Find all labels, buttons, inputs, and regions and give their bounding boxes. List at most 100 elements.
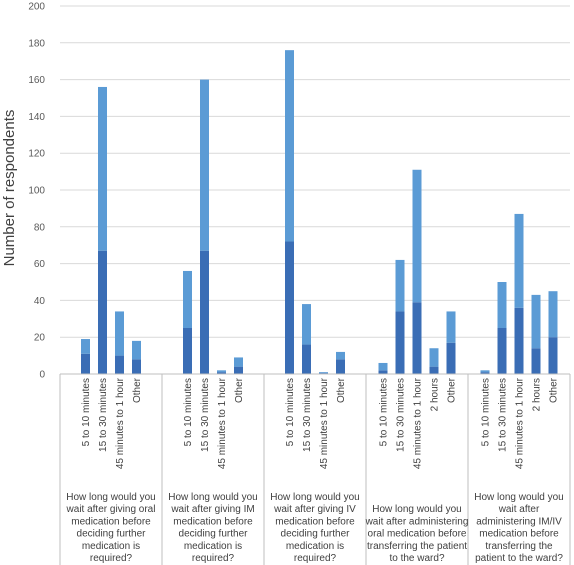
gridlines bbox=[60, 5, 570, 338]
x-tick-label: 45 minutes to 1 hour bbox=[319, 377, 330, 469]
group-label-line: transferring the bbox=[485, 541, 553, 552]
group-label-line: How long would you bbox=[270, 492, 360, 503]
group-label-line: medication before bbox=[71, 516, 151, 527]
x-tick-label: Other bbox=[132, 377, 143, 403]
group-label-line: to the ward? bbox=[389, 553, 444, 564]
x-tick-label: 15 to 30 minutes bbox=[498, 378, 509, 452]
group-label-line: administering IM/IV bbox=[476, 516, 562, 527]
x-tick-label: Other bbox=[336, 377, 347, 403]
group-label-line: medication is bbox=[286, 541, 344, 552]
bar-segment-top bbox=[234, 357, 243, 367]
group-label-line: medication before bbox=[479, 529, 559, 540]
group-label-line: transferring the patient bbox=[367, 541, 467, 552]
y-tick-label: 120 bbox=[28, 149, 45, 160]
bar-segment-top bbox=[319, 372, 328, 374]
bar-segment-bottom bbox=[132, 359, 141, 374]
group-label-line: deciding further bbox=[281, 529, 351, 540]
x-tick-label: 45 minutes to 1 hour bbox=[413, 377, 424, 469]
x-tick-label: 5 to 10 minutes bbox=[81, 378, 92, 446]
group-label-line: How long would you bbox=[474, 492, 564, 503]
x-tick-label: 15 to 30 minutes bbox=[302, 378, 313, 452]
bar-segment-bottom bbox=[395, 311, 405, 374]
group-label-line: oral medication before bbox=[368, 529, 467, 540]
group-label: How long would you wait after giving IV me… bbox=[270, 492, 360, 564]
group-label-line: patient to the ward? bbox=[475, 553, 563, 564]
bar-segment-bottom bbox=[548, 337, 558, 374]
bar-segment-top bbox=[446, 311, 456, 343]
group-label-line: How long would you bbox=[168, 492, 258, 503]
x-tick-label: 5 to 10 minutes bbox=[183, 378, 194, 446]
bar-segment-top bbox=[531, 294, 541, 349]
bar-segment-bottom bbox=[497, 328, 507, 374]
bar-segment-top bbox=[378, 362, 388, 371]
group-label: How long would you wait after giving IM me… bbox=[168, 492, 258, 564]
bar-segment-top bbox=[497, 282, 507, 328]
bar-segment-top bbox=[412, 169, 422, 303]
x-tick-label: 45 minutes to 1 hour bbox=[115, 377, 126, 469]
x-tick-label: 15 to 30 minutes bbox=[98, 378, 109, 452]
x-tick-label: 45 minutes to 1 hour bbox=[217, 377, 228, 469]
bar-segment-bottom bbox=[336, 359, 345, 374]
bar-segment-top bbox=[336, 351, 345, 360]
y-tick-label: 40 bbox=[34, 296, 46, 307]
group-label-line: How long would you bbox=[66, 492, 156, 503]
bar-segment-bottom bbox=[302, 344, 311, 374]
bar-segment-bottom bbox=[429, 366, 439, 374]
y-tick-label: 20 bbox=[34, 333, 46, 344]
bar-segment-top bbox=[200, 79, 209, 251]
group-labels: How long would you wait after giving oral… bbox=[66, 492, 564, 564]
bar-segment-top bbox=[285, 50, 294, 242]
x-tick-label: 2 hours bbox=[430, 378, 441, 411]
bar-segment-top bbox=[514, 213, 524, 308]
x-axis bbox=[59, 373, 571, 565]
bar-segment-top bbox=[548, 291, 558, 338]
group-label-line: required? bbox=[192, 553, 235, 564]
group-label-line: wait after giving IM bbox=[170, 504, 254, 515]
bar-segment-bottom bbox=[378, 370, 388, 374]
group-label-line: wait after giving oral bbox=[66, 504, 156, 515]
bar-segment-bottom bbox=[531, 348, 541, 374]
x-tick-label: Other bbox=[549, 377, 560, 403]
bar-segment-top bbox=[395, 259, 405, 312]
bar-segment-bottom bbox=[217, 372, 226, 374]
y-tick-label: 100 bbox=[28, 186, 45, 197]
bar-segment-top bbox=[115, 311, 124, 356]
x-tick-label: 45 minutes to 1 hour bbox=[515, 377, 526, 469]
x-tick-label: 5 to 10 minutes bbox=[285, 378, 296, 446]
group-label-line: wait after administering bbox=[365, 516, 469, 527]
bar-segment-bottom bbox=[446, 342, 456, 374]
group-label-line: required? bbox=[90, 553, 133, 564]
bar-segment-bottom bbox=[200, 250, 209, 374]
group-label-line: deciding further bbox=[179, 529, 249, 540]
bar-segment-bottom bbox=[234, 366, 243, 374]
y-axis-label: Number of respondents bbox=[1, 110, 18, 267]
x-tick-label: 2 hours bbox=[532, 378, 543, 411]
group-label: How long would you wait after administeri… bbox=[365, 504, 469, 564]
bar-segment-top bbox=[98, 86, 107, 251]
x-tick-label: Other bbox=[234, 377, 245, 403]
y-tick-label: 140 bbox=[28, 112, 45, 123]
y-tick-label: 60 bbox=[34, 259, 46, 270]
x-tick-label: 15 to 30 minutes bbox=[200, 378, 211, 452]
bar-segment-top bbox=[302, 304, 311, 345]
bar-segment-top bbox=[480, 370, 490, 373]
group-label-line: medication is bbox=[82, 541, 140, 552]
bar-segment-top bbox=[132, 340, 141, 360]
x-tick-label: Other bbox=[447, 377, 458, 403]
group-label-line: wait after giving IV bbox=[273, 504, 356, 515]
y-tick-label: 180 bbox=[28, 38, 45, 49]
bar-segment-bottom bbox=[285, 241, 294, 374]
x-tick-label: 5 to 10 minutes bbox=[481, 378, 492, 446]
group-label-line: deciding further bbox=[77, 529, 147, 540]
y-tick-label: 80 bbox=[34, 222, 46, 233]
group-label-line: required? bbox=[294, 553, 337, 564]
y-tick-label: 0 bbox=[39, 370, 45, 381]
bar-segment-bottom bbox=[514, 307, 524, 374]
bar-segment-bottom bbox=[98, 250, 107, 374]
y-axis-ticks: 0 20 40 60 80 100 120 140 160 180 200 bbox=[28, 2, 45, 381]
bars bbox=[81, 50, 558, 374]
category-labels: 5 to 10 minutes 15 to 30 minutes 45 minute… bbox=[81, 377, 560, 469]
y-tick-label: 160 bbox=[28, 75, 45, 86]
group-label: How long would you wait after giving oral… bbox=[66, 492, 156, 564]
